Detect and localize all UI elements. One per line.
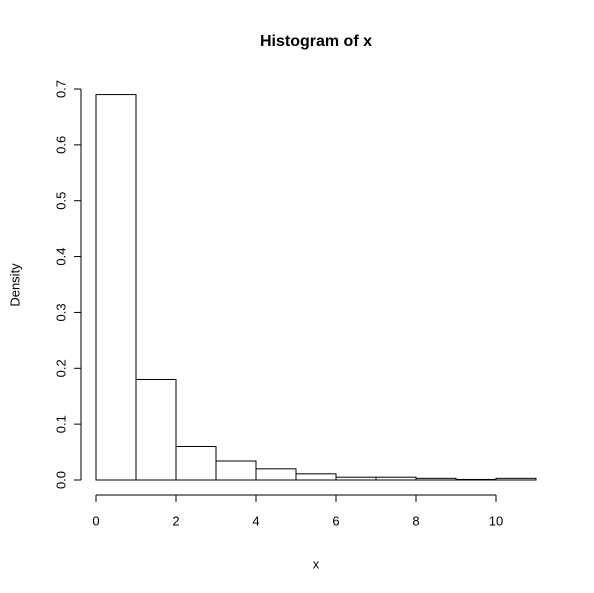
y-tick-label: 0.6: [53, 136, 68, 154]
bar: [255, 468, 297, 481]
chart-title: Histogram of x: [260, 33, 372, 50]
x-axis-label: x: [313, 556, 320, 571]
y-tick-label: 0.2: [53, 359, 68, 377]
y-tick-label: 0.1: [53, 415, 68, 433]
bar: [175, 445, 217, 481]
x-tick-label: 10: [489, 513, 503, 528]
x-tick-label: 4: [252, 513, 259, 528]
x-tick-label: 6: [332, 513, 339, 528]
x-tick-label: 2: [172, 513, 179, 528]
x-tick-label: 0: [92, 513, 99, 528]
y-tick-label: 0.4: [53, 248, 68, 266]
bar: [455, 478, 497, 481]
bar: [95, 94, 137, 481]
y-tick-label: 0.0: [53, 471, 68, 489]
bar: [135, 378, 177, 481]
bar: [415, 477, 457, 481]
bar: [295, 473, 337, 481]
y-tick-label: 0.3: [53, 303, 68, 321]
y-axis-label: Density: [7, 263, 22, 307]
bar: [215, 460, 257, 481]
bar: [335, 476, 377, 481]
x-tick-label: 8: [412, 513, 419, 528]
y-tick-label: 0.5: [53, 192, 68, 210]
bar: [375, 476, 417, 481]
bar: [495, 477, 537, 481]
y-tick-label: 0.7: [53, 80, 68, 98]
